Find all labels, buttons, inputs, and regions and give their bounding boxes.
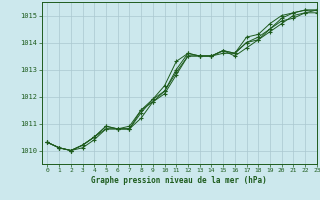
X-axis label: Graphe pression niveau de la mer (hPa): Graphe pression niveau de la mer (hPa) [91, 176, 267, 185]
